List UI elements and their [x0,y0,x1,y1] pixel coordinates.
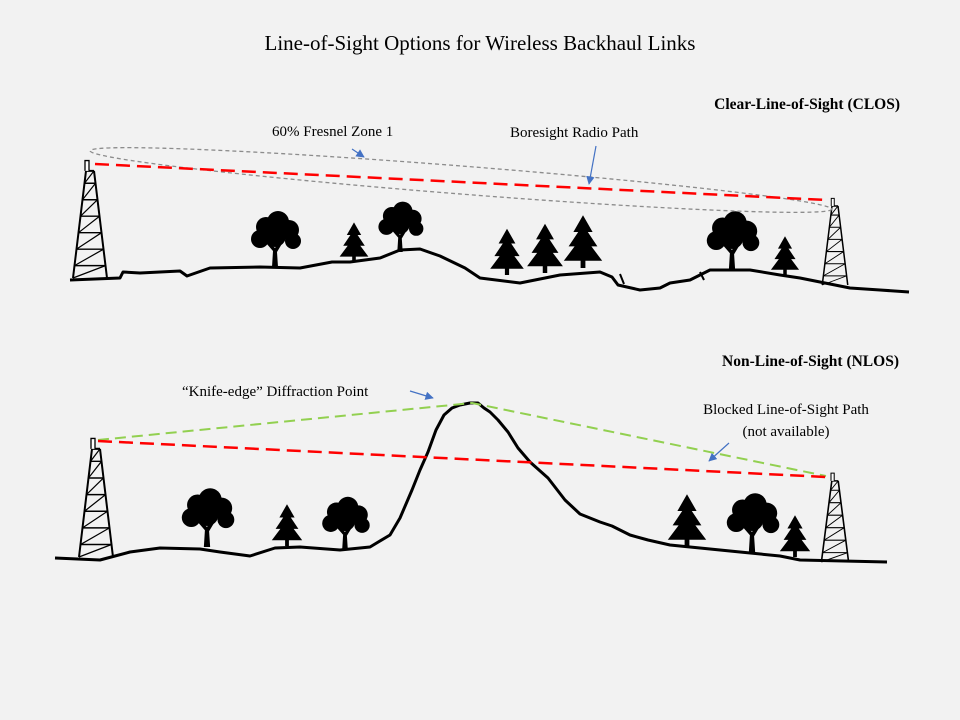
clos-tree [378,201,424,252]
nlos-tower-right [820,472,850,563]
fresnel-pointer-arrow [351,148,365,158]
nlos-heading: Non-Line-of-Sight (NLOS) [722,353,899,370]
diagram-title: Line-of-Sight Options for Wireless Backh… [265,31,696,55]
clos-tree [770,236,800,275]
clos-tree [490,228,524,275]
clos-heading: Clear-Line-of-Sight (CLOS) [714,96,900,113]
blocked-los-path [97,439,827,479]
boresight-radio-path [94,162,827,202]
nlos-terrain [54,401,888,564]
blocked-path-label-line2: (not available) [742,424,829,440]
diffraction-path [97,401,827,477]
nlos-panel: Non-Line-of-Sight (NLOS) “Knife-edge” Di… [54,353,899,564]
clos-tree [563,215,603,268]
fresnel-zone-label: 60% Fresnel Zone 1 [272,124,393,140]
clos-tower-left [71,159,109,280]
clos-tower-right [821,197,849,286]
nlos-tree [181,488,235,547]
clos-tree [251,211,301,267]
nlos-tree [271,504,303,546]
boresight-label: Boresight Radio Path [510,125,639,141]
clos-tree [527,223,563,273]
nlos-tree [726,493,780,552]
nlos-tower-left [77,437,115,559]
nlos-tree [779,515,811,557]
clos-tree [339,222,369,262]
diffraction-pointer-arrow [409,390,434,400]
blocked-path-label-line1: Blocked Line-of-Sight Path [703,402,869,418]
diffraction-point-label: “Knife-edge” Diffraction Point [182,384,369,400]
fresnel-zone-ellipse [89,146,833,214]
blocked-path-pointer-arrow [708,442,730,462]
nlos-tree [667,494,707,547]
clos-tree [706,211,760,270]
boresight-pointer-arrow [586,145,597,185]
nlos-tree [322,496,370,550]
clos-panel: Clear-Line-of-Sight (CLOS) 60% Fresnel Z… [69,96,910,294]
clos-terrain [69,247,910,294]
